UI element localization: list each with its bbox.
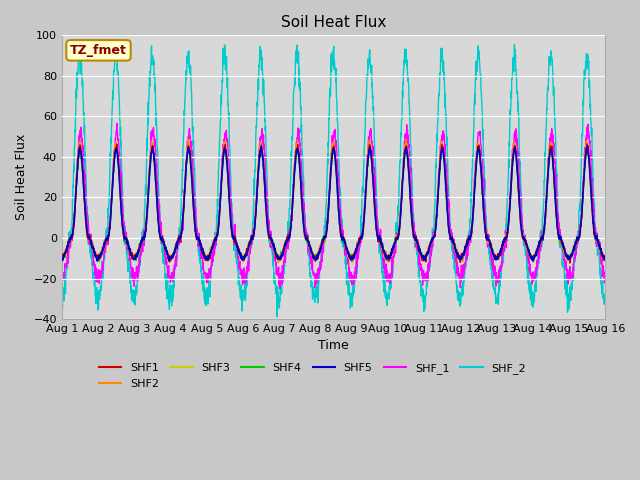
SHF4 — [602, 254, 609, 260]
SHF_2 — [569, 270, 577, 276]
X-axis label: Time: Time — [318, 339, 349, 352]
SHF_2 — [349, 293, 357, 299]
Legend: SHF1, SHF2, SHF3, SHF4, SHF5, SHF_1, SHF_2: SHF1, SHF2, SHF3, SHF4, SHF5, SHF_1, SHF… — [95, 359, 531, 393]
SHF5 — [210, 242, 218, 248]
SHF4 — [569, 250, 577, 256]
SHF_2 — [209, 247, 217, 252]
SHF_1 — [602, 275, 609, 281]
SHF3 — [112, 143, 120, 148]
SHF2 — [209, 240, 217, 246]
SHF3 — [350, 254, 358, 260]
SHF5 — [58, 256, 66, 262]
SHF5 — [602, 256, 609, 262]
SHF2 — [58, 257, 66, 263]
SHF_1 — [58, 281, 66, 287]
SHF5 — [362, 199, 369, 205]
SHF3 — [602, 253, 609, 259]
SHF5 — [349, 255, 357, 261]
SHF4 — [554, 227, 561, 233]
SHF3 — [362, 193, 369, 199]
SHF_1 — [210, 252, 218, 258]
SHF1 — [209, 242, 217, 248]
SHF4 — [349, 258, 356, 264]
SHF1 — [566, 260, 573, 266]
SHF_2 — [273, 314, 281, 320]
SHF_1 — [362, 187, 369, 192]
SHF1 — [584, 141, 591, 147]
SHF2 — [554, 229, 561, 235]
Line: SHF1: SHF1 — [62, 144, 605, 263]
SHF4 — [510, 145, 518, 151]
Line: SHF2: SHF2 — [62, 140, 605, 263]
Line: SHF3: SHF3 — [62, 145, 605, 263]
SHF_1 — [492, 283, 500, 289]
SHF_2 — [492, 295, 499, 300]
SHF4 — [492, 255, 499, 261]
SHF5 — [584, 144, 591, 149]
SHF1 — [58, 252, 66, 258]
SHF3 — [554, 225, 561, 230]
SHF1 — [554, 222, 561, 228]
SHF_2 — [602, 290, 609, 296]
Text: TZ_fmet: TZ_fmet — [70, 44, 127, 57]
SHF_1 — [276, 286, 284, 291]
SHF1 — [569, 251, 577, 256]
SHF1 — [602, 258, 609, 264]
SHF3 — [492, 253, 500, 259]
Line: SHF_1: SHF_1 — [62, 123, 605, 288]
SHF2 — [349, 253, 357, 259]
Title: Soil Heat Flux: Soil Heat Flux — [281, 15, 387, 30]
SHF_1 — [113, 120, 120, 126]
SHF3 — [569, 251, 577, 256]
SHF2 — [362, 193, 369, 199]
SHF1 — [361, 204, 369, 210]
SHF_2 — [362, 126, 369, 132]
SHF2 — [569, 250, 577, 256]
SHF2 — [492, 258, 500, 264]
Y-axis label: Soil Heat Flux: Soil Heat Flux — [15, 134, 28, 220]
SHF2 — [275, 260, 282, 265]
SHF4 — [58, 256, 66, 262]
SHF_2 — [554, 203, 561, 208]
SHF3 — [348, 260, 356, 265]
SHF_1 — [569, 275, 577, 281]
SHF_1 — [554, 214, 561, 220]
SHF2 — [402, 137, 410, 143]
SHF4 — [209, 241, 217, 247]
Line: SHF5: SHF5 — [62, 146, 605, 261]
Line: SHF_2: SHF_2 — [62, 45, 605, 317]
SHF5 — [492, 253, 499, 259]
SHF1 — [492, 252, 499, 258]
SHF_1 — [350, 281, 358, 287]
SHF2 — [602, 255, 609, 261]
SHF4 — [362, 197, 369, 203]
SHF4 — [349, 256, 357, 262]
SHF5 — [554, 226, 561, 231]
SHF5 — [93, 258, 101, 264]
SHF3 — [210, 239, 218, 245]
SHF3 — [58, 254, 66, 260]
SHF_2 — [511, 42, 518, 48]
SHF1 — [349, 254, 357, 260]
SHF_2 — [58, 311, 66, 317]
SHF5 — [569, 250, 577, 256]
Line: SHF4: SHF4 — [62, 148, 605, 261]
